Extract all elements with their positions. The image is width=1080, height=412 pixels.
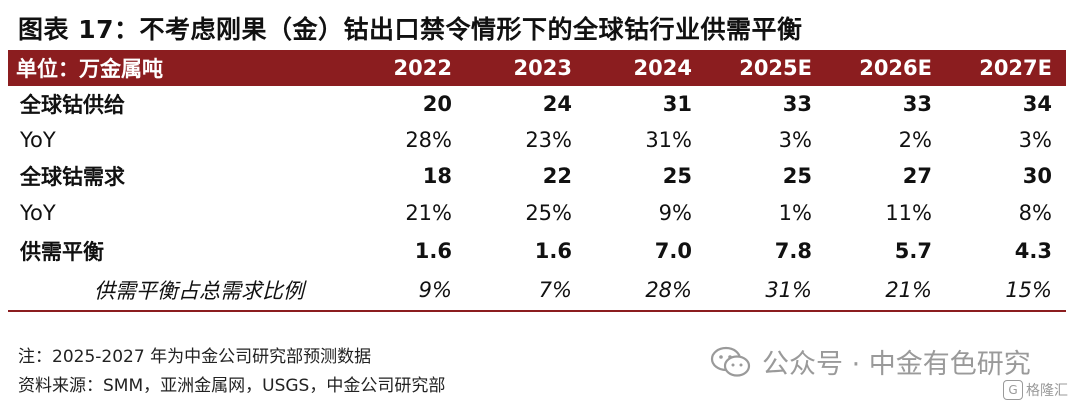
table-cell: 25 [782, 164, 812, 188]
footnote: 注：2025-2027 年为中金公司研究部预测数据 [18, 347, 372, 367]
year-header: 2027E [979, 56, 1052, 80]
table-row: 全球钴需求 18 22 25 25 27 30 [8, 158, 1066, 194]
table-cell: 27 [902, 164, 932, 188]
table-cell: 8% [1018, 201, 1052, 225]
wechat-icon [710, 345, 752, 379]
table-cell: 7% [538, 278, 572, 302]
year-header: 2022 [393, 56, 452, 80]
table-cell: 4.3 [1014, 239, 1052, 263]
table-cell: 25 [662, 164, 692, 188]
table-cell: 2% [898, 128, 932, 152]
table-cell: 31 [662, 92, 692, 116]
table-cell: 21% [885, 278, 932, 302]
table-cell: 22 [542, 164, 572, 188]
watermark-text: 公众号 · 中金有色研究 [762, 349, 1031, 380]
table-cell: 1.6 [414, 239, 452, 263]
supply-demand-table: 单位：万金属吨 2022 2023 2024 2025E 2026E 2027E… [8, 50, 1066, 312]
badge-text: 格隆汇 [1026, 383, 1068, 399]
page-title: 图表 17：不考虑刚果（金）钴出口禁令情形下的全球钴行业供需平衡 [18, 15, 803, 44]
table-cell: 33 [782, 92, 812, 116]
source-note: 资料来源：SMM，亚洲金属网，USGS，中金公司研究部 [18, 376, 446, 396]
row-label: YoY [20, 128, 56, 152]
table-cell: 30 [1022, 164, 1052, 188]
unit-label: 单位：万金属吨 [16, 57, 163, 81]
row-label: 供需平衡占总需求比例 [94, 279, 304, 303]
table-cell: 31% [765, 278, 812, 302]
table-cell: 18 [422, 164, 452, 188]
table-row: YoY 28% 23% 31% 3% 2% 3% [8, 122, 1066, 158]
table-header: 单位：万金属吨 2022 2023 2024 2025E 2026E 2027E [8, 50, 1066, 86]
row-label: 全球钴供给 [20, 93, 125, 117]
table-row: YoY 21% 25% 9% 1% 11% 8% [8, 194, 1066, 232]
table-cell: 33 [902, 92, 932, 116]
table-row: 供需平衡占总需求比例 9% 7% 28% 31% 21% 15% [8, 270, 1066, 312]
table-cell: 7.8 [774, 239, 812, 263]
year-header: 2025E [739, 56, 812, 80]
table-cell: 3% [778, 128, 812, 152]
year-header: 2026E [859, 56, 932, 80]
table-cell: 11% [885, 201, 932, 225]
row-label: 全球钴需求 [20, 165, 125, 189]
watermark: 公众号 · 中金有色研究 [710, 342, 1031, 381]
g-logo-icon: G [1003, 380, 1023, 400]
table-cell: 9% [418, 278, 452, 302]
table-cell: 28% [645, 278, 692, 302]
table-cell: 15% [1005, 278, 1052, 302]
table-cell: 7.0 [654, 239, 692, 263]
table-row: 全球钴供给 20 24 31 33 33 34 [8, 86, 1066, 122]
year-header: 2024 [633, 56, 692, 80]
table-cell: 1% [778, 201, 812, 225]
table-cell: 28% [405, 128, 452, 152]
table-cell: 25% [525, 201, 572, 225]
table-cell: 20 [422, 92, 452, 116]
table-cell: 23% [525, 128, 572, 152]
table-cell: 31% [645, 128, 692, 152]
table-cell: 9% [658, 201, 692, 225]
table-cell: 3% [1018, 128, 1052, 152]
table-cell: 1.6 [534, 239, 572, 263]
year-header: 2023 [513, 56, 572, 80]
table-cell: 21% [405, 201, 452, 225]
row-label: 供需平衡 [20, 240, 104, 264]
row-label: YoY [20, 201, 56, 225]
table-row: 供需平衡 1.6 1.6 7.0 7.8 5.7 4.3 [8, 232, 1066, 270]
table-cell: 24 [542, 92, 572, 116]
badge-watermark: G 格隆汇 [1003, 380, 1068, 400]
table-cell: 34 [1022, 92, 1052, 116]
table-cell: 5.7 [894, 239, 932, 263]
